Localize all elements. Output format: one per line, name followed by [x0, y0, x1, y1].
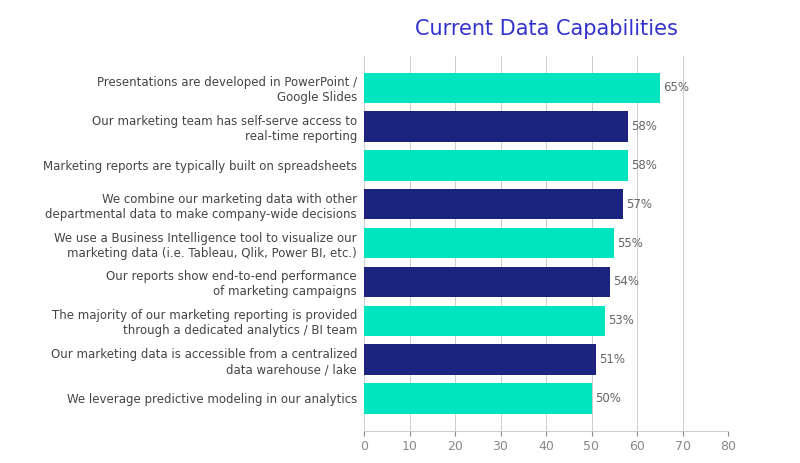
Text: 50%: 50%: [594, 392, 621, 405]
Bar: [364, 189, 623, 219]
Text: 58%: 58%: [631, 159, 657, 172]
Bar: [364, 344, 596, 375]
Text: 58%: 58%: [631, 120, 657, 133]
Text: 55%: 55%: [618, 237, 643, 250]
Bar: [364, 306, 605, 336]
Text: 57%: 57%: [626, 198, 653, 211]
Text: 65%: 65%: [663, 81, 689, 94]
Bar: [364, 228, 614, 258]
Text: 54%: 54%: [613, 275, 639, 288]
Bar: [364, 150, 628, 181]
Title: Current Data Capabilities: Current Data Capabilities: [414, 19, 678, 39]
Text: 53%: 53%: [608, 314, 634, 327]
Bar: [364, 267, 610, 297]
Text: 51%: 51%: [599, 353, 626, 366]
Bar: [364, 383, 591, 413]
Bar: [364, 73, 660, 103]
Bar: [364, 112, 628, 142]
